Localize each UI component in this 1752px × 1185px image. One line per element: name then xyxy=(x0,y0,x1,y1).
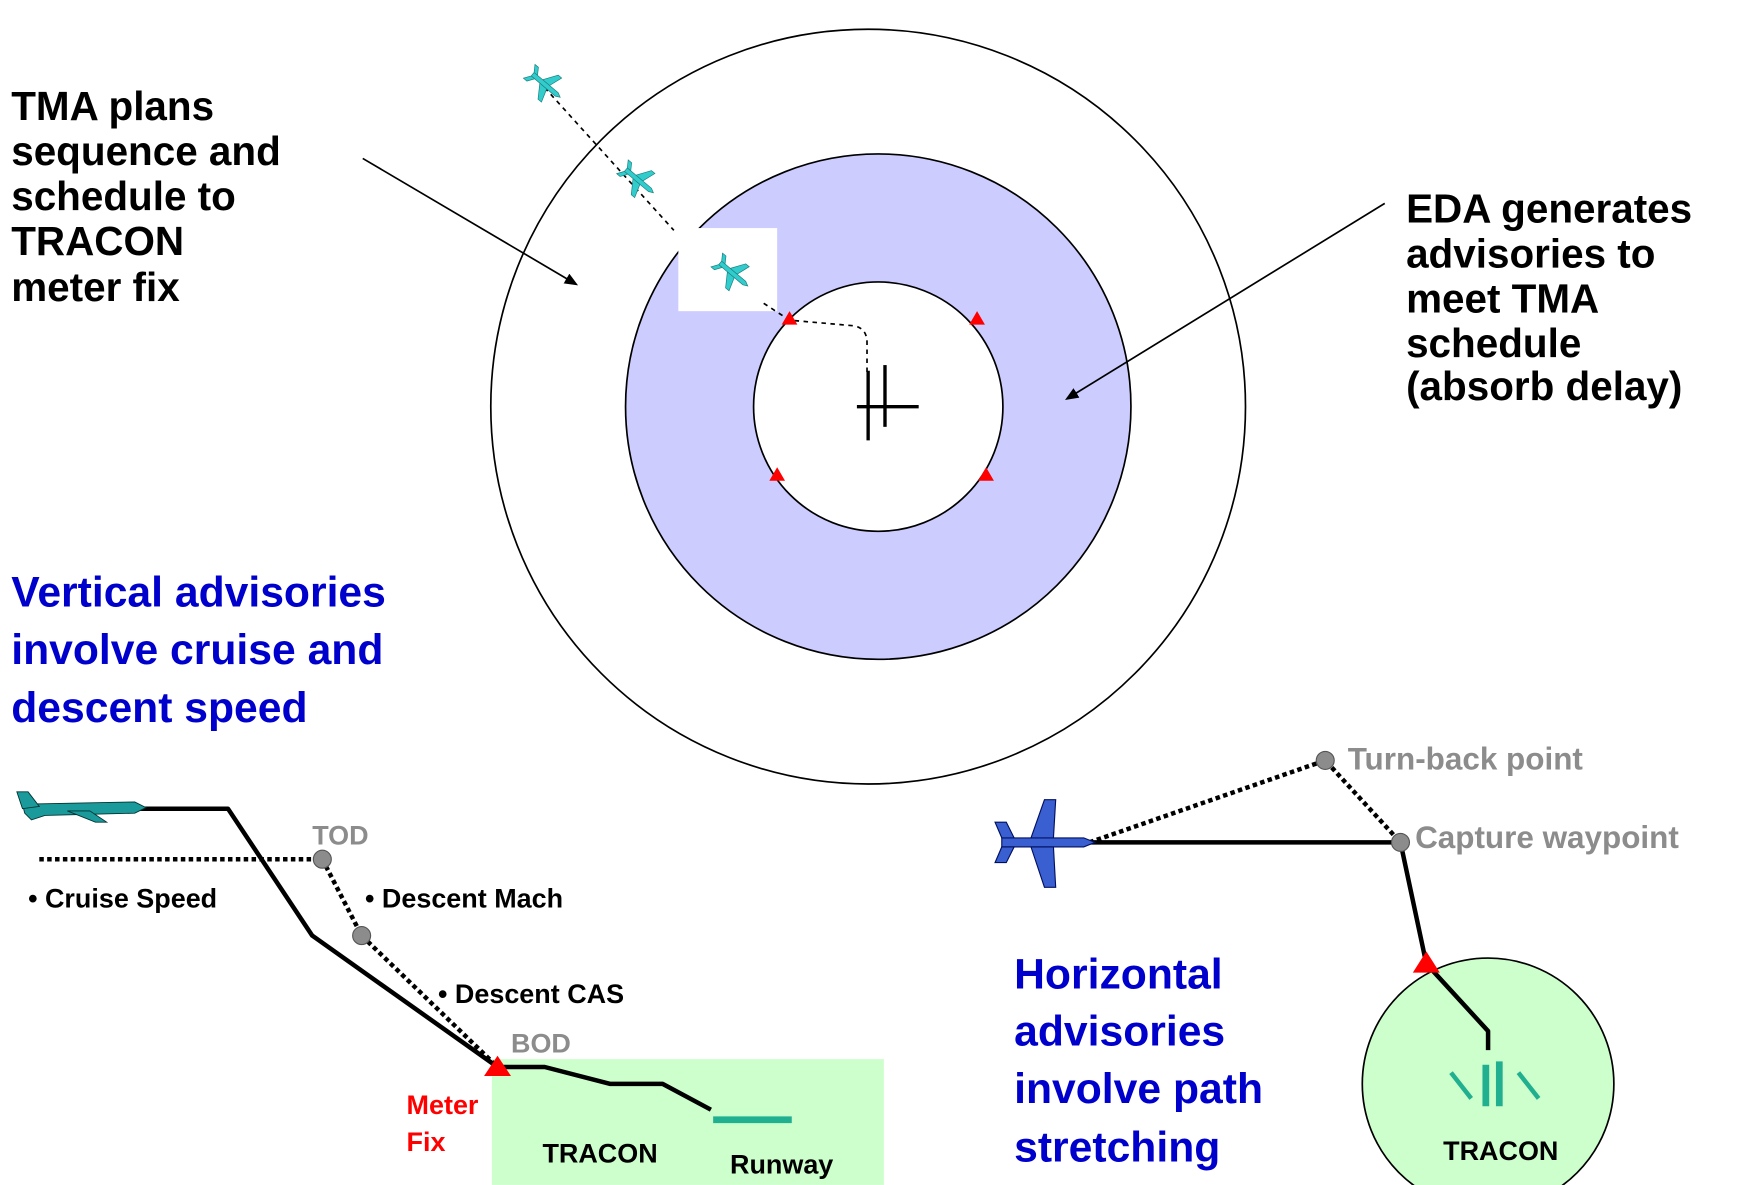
label: Fix xyxy=(407,1127,446,1157)
waypoint xyxy=(313,850,331,868)
label: advisories to xyxy=(1406,230,1655,276)
waypoint xyxy=(353,927,371,945)
label: TRACON xyxy=(1443,1136,1558,1166)
label: sequence and xyxy=(11,128,281,174)
meter-fix xyxy=(1413,951,1440,972)
label: Meter xyxy=(407,1090,479,1120)
label: TRACON xyxy=(11,218,184,264)
label: (absorb delay) xyxy=(1406,363,1682,409)
diagram: TMA plans sequence and schedule to TRACO… xyxy=(0,0,1752,1185)
label: advisories xyxy=(1014,1008,1225,1056)
label: Turn-back point xyxy=(1348,741,1584,776)
label: EDA generates xyxy=(1406,185,1692,231)
label: stretching xyxy=(1014,1123,1220,1171)
label: involve path xyxy=(1014,1065,1263,1113)
label: descent speed xyxy=(11,684,307,732)
label: • Descent Mach xyxy=(365,884,563,914)
label: • Descent CAS xyxy=(438,979,624,1009)
label: TOD xyxy=(312,821,368,851)
page: { "annotations": { "tma": ["TMA plans", … xyxy=(0,0,1752,1185)
vertical-annotation: Vertical advisories involve cruise and d… xyxy=(11,569,386,733)
aircraft-top xyxy=(995,800,1095,888)
label: involve cruise and xyxy=(11,626,383,674)
horizontal-annotation: Horizontal advisories involve path stret… xyxy=(1014,950,1263,1171)
label: BOD xyxy=(511,1028,571,1058)
label: • Cruise Speed xyxy=(28,884,217,914)
eda-annotation: EDA generates advisories to meet TMA sch… xyxy=(1406,185,1692,408)
label: Runway xyxy=(730,1150,833,1180)
label: TRACON xyxy=(542,1138,657,1168)
label: schedule to xyxy=(11,173,236,219)
label: Capture waypoint xyxy=(1415,820,1679,855)
label: schedule xyxy=(1406,320,1581,366)
label: Vertical advisories xyxy=(11,569,386,617)
label: TMA plans xyxy=(11,83,214,129)
waypoint xyxy=(1391,833,1409,851)
label: meter fix xyxy=(11,264,180,310)
label: meet TMA xyxy=(1406,275,1599,321)
waypoint xyxy=(1316,751,1334,769)
tma-annotation: TMA plans sequence and schedule to TRACO… xyxy=(11,83,281,310)
aircraft-side xyxy=(17,792,146,822)
label: Horizontal xyxy=(1014,950,1223,998)
